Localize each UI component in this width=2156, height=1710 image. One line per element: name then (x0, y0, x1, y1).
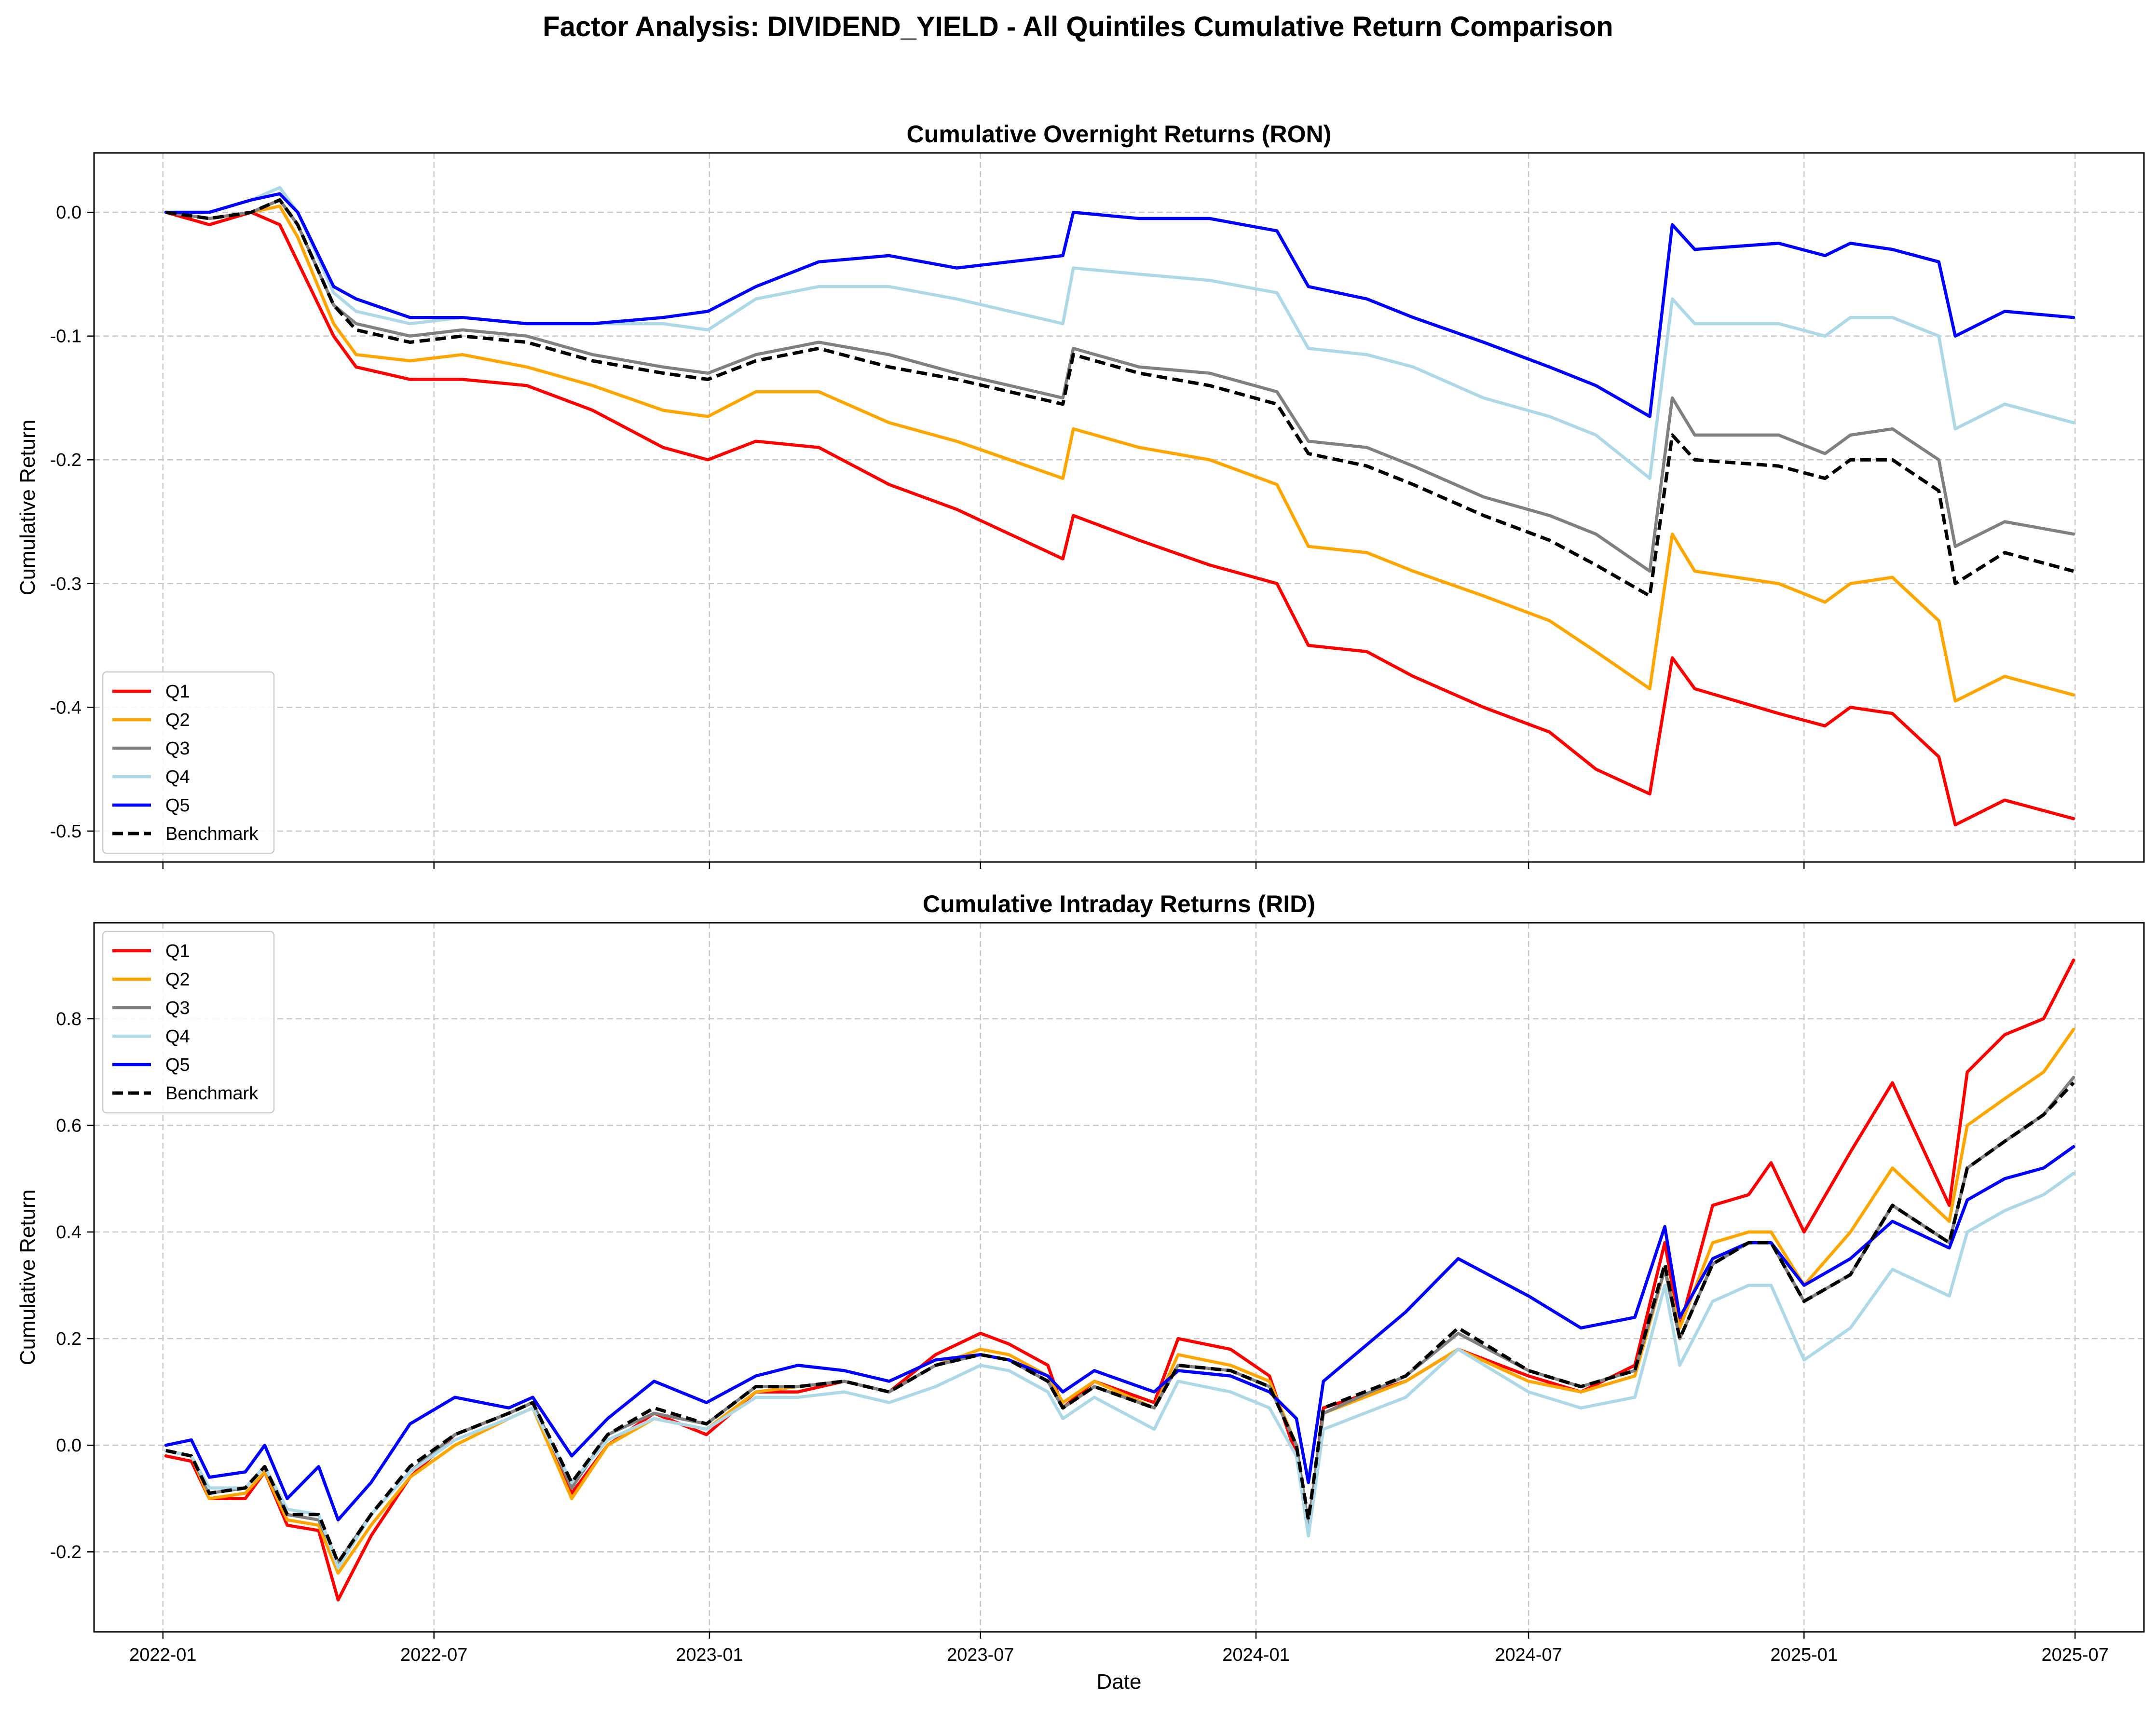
legend-box (102, 930, 275, 1114)
y-tick-label: 0.8 (56, 1009, 82, 1029)
legend: Q1 Q2 Q3 Q4 Q5 Benchmark (102, 930, 275, 1114)
legend-label-benchmark: Benchmark (165, 824, 259, 844)
y-tick-label: 0.0 (56, 203, 82, 223)
legend-label-q5: Q5 (165, 1055, 190, 1075)
legend-label-q3: Q3 (165, 998, 190, 1018)
y-tick-label: -0.1 (50, 327, 82, 347)
x-tick-label: 2025-07 (2041, 1645, 2108, 1665)
y-tick-label: -0.4 (50, 698, 82, 718)
legend-label-benchmark: Benchmark (165, 1083, 259, 1104)
series-group (164, 186, 2075, 827)
y-axis-label: Cumulative Return (16, 1190, 40, 1365)
y-tick-label: -0.3 (50, 574, 82, 594)
x-tick-label: 2023-01 (676, 1645, 743, 1665)
legend-label-q1: Q1 (165, 682, 190, 702)
legend-label-q3: Q3 (165, 739, 190, 759)
x-tick-label: 2025-01 (1771, 1645, 1838, 1665)
series-line-benchmark (165, 198, 2074, 598)
legend-label-q4: Q4 (165, 767, 190, 787)
y-tick-label: 0.6 (56, 1116, 82, 1136)
series-line-q5 (164, 192, 2075, 418)
legend-box (102, 671, 275, 854)
series-line-q1 (164, 958, 2075, 1601)
y-tick-label: -0.2 (50, 1542, 82, 1562)
series-group (164, 958, 2075, 1601)
intraday-chart: Cumulative Intraday Returns (RID) 2022-01… (16, 890, 2145, 1694)
subplot-title: Cumulative Overnight Returns (RON) (907, 121, 1332, 148)
series-line-benchmark (165, 1081, 2075, 1564)
y-axis-label: Cumulative Return (16, 420, 40, 595)
x-tick-label: 2024-01 (1222, 1645, 1289, 1665)
legend-label-q4: Q4 (165, 1026, 190, 1047)
series-line-q2 (164, 205, 2075, 703)
x-tick-label: 2024-07 (1495, 1645, 1562, 1665)
figure-title: Factor Analysis: DIVIDEND_YIELD - All Qu… (543, 11, 1613, 42)
y-tick-label: 0.2 (56, 1329, 82, 1349)
legend-label-q2: Q2 (165, 710, 190, 730)
x-tick-label: 2022-01 (129, 1645, 196, 1665)
x-tick-label: 2022-07 (400, 1645, 467, 1665)
y-tick-label: 0.0 (56, 1436, 82, 1456)
subplot-title: Cumulative Intraday Returns (RID) (923, 890, 1315, 917)
series-line-q2 (164, 1027, 2075, 1575)
y-tick-label: -0.5 (50, 821, 82, 842)
series-line-q3 (164, 198, 2075, 573)
legend-label-q2: Q2 (165, 970, 190, 990)
x-axis-label: Date (1097, 1670, 1142, 1694)
axes-frame (93, 152, 2145, 863)
y-tick-label: 0.4 (56, 1222, 82, 1243)
series-line-q1 (164, 210, 2075, 827)
y-tick-label: -0.2 (50, 450, 82, 470)
x-tick-label: 2023-07 (947, 1645, 1014, 1665)
legend-label-q5: Q5 (165, 795, 190, 816)
axes-frame (93, 922, 2145, 1633)
overnight-chart: Cumulative Overnight Returns (RON) 0.0 -0.… (16, 121, 2145, 869)
legend-label-q1: Q1 (165, 941, 190, 961)
legend: Q1 Q2 Q3 Q4 Q5 Benchmark (102, 671, 275, 854)
series-line-q4 (164, 186, 2075, 480)
